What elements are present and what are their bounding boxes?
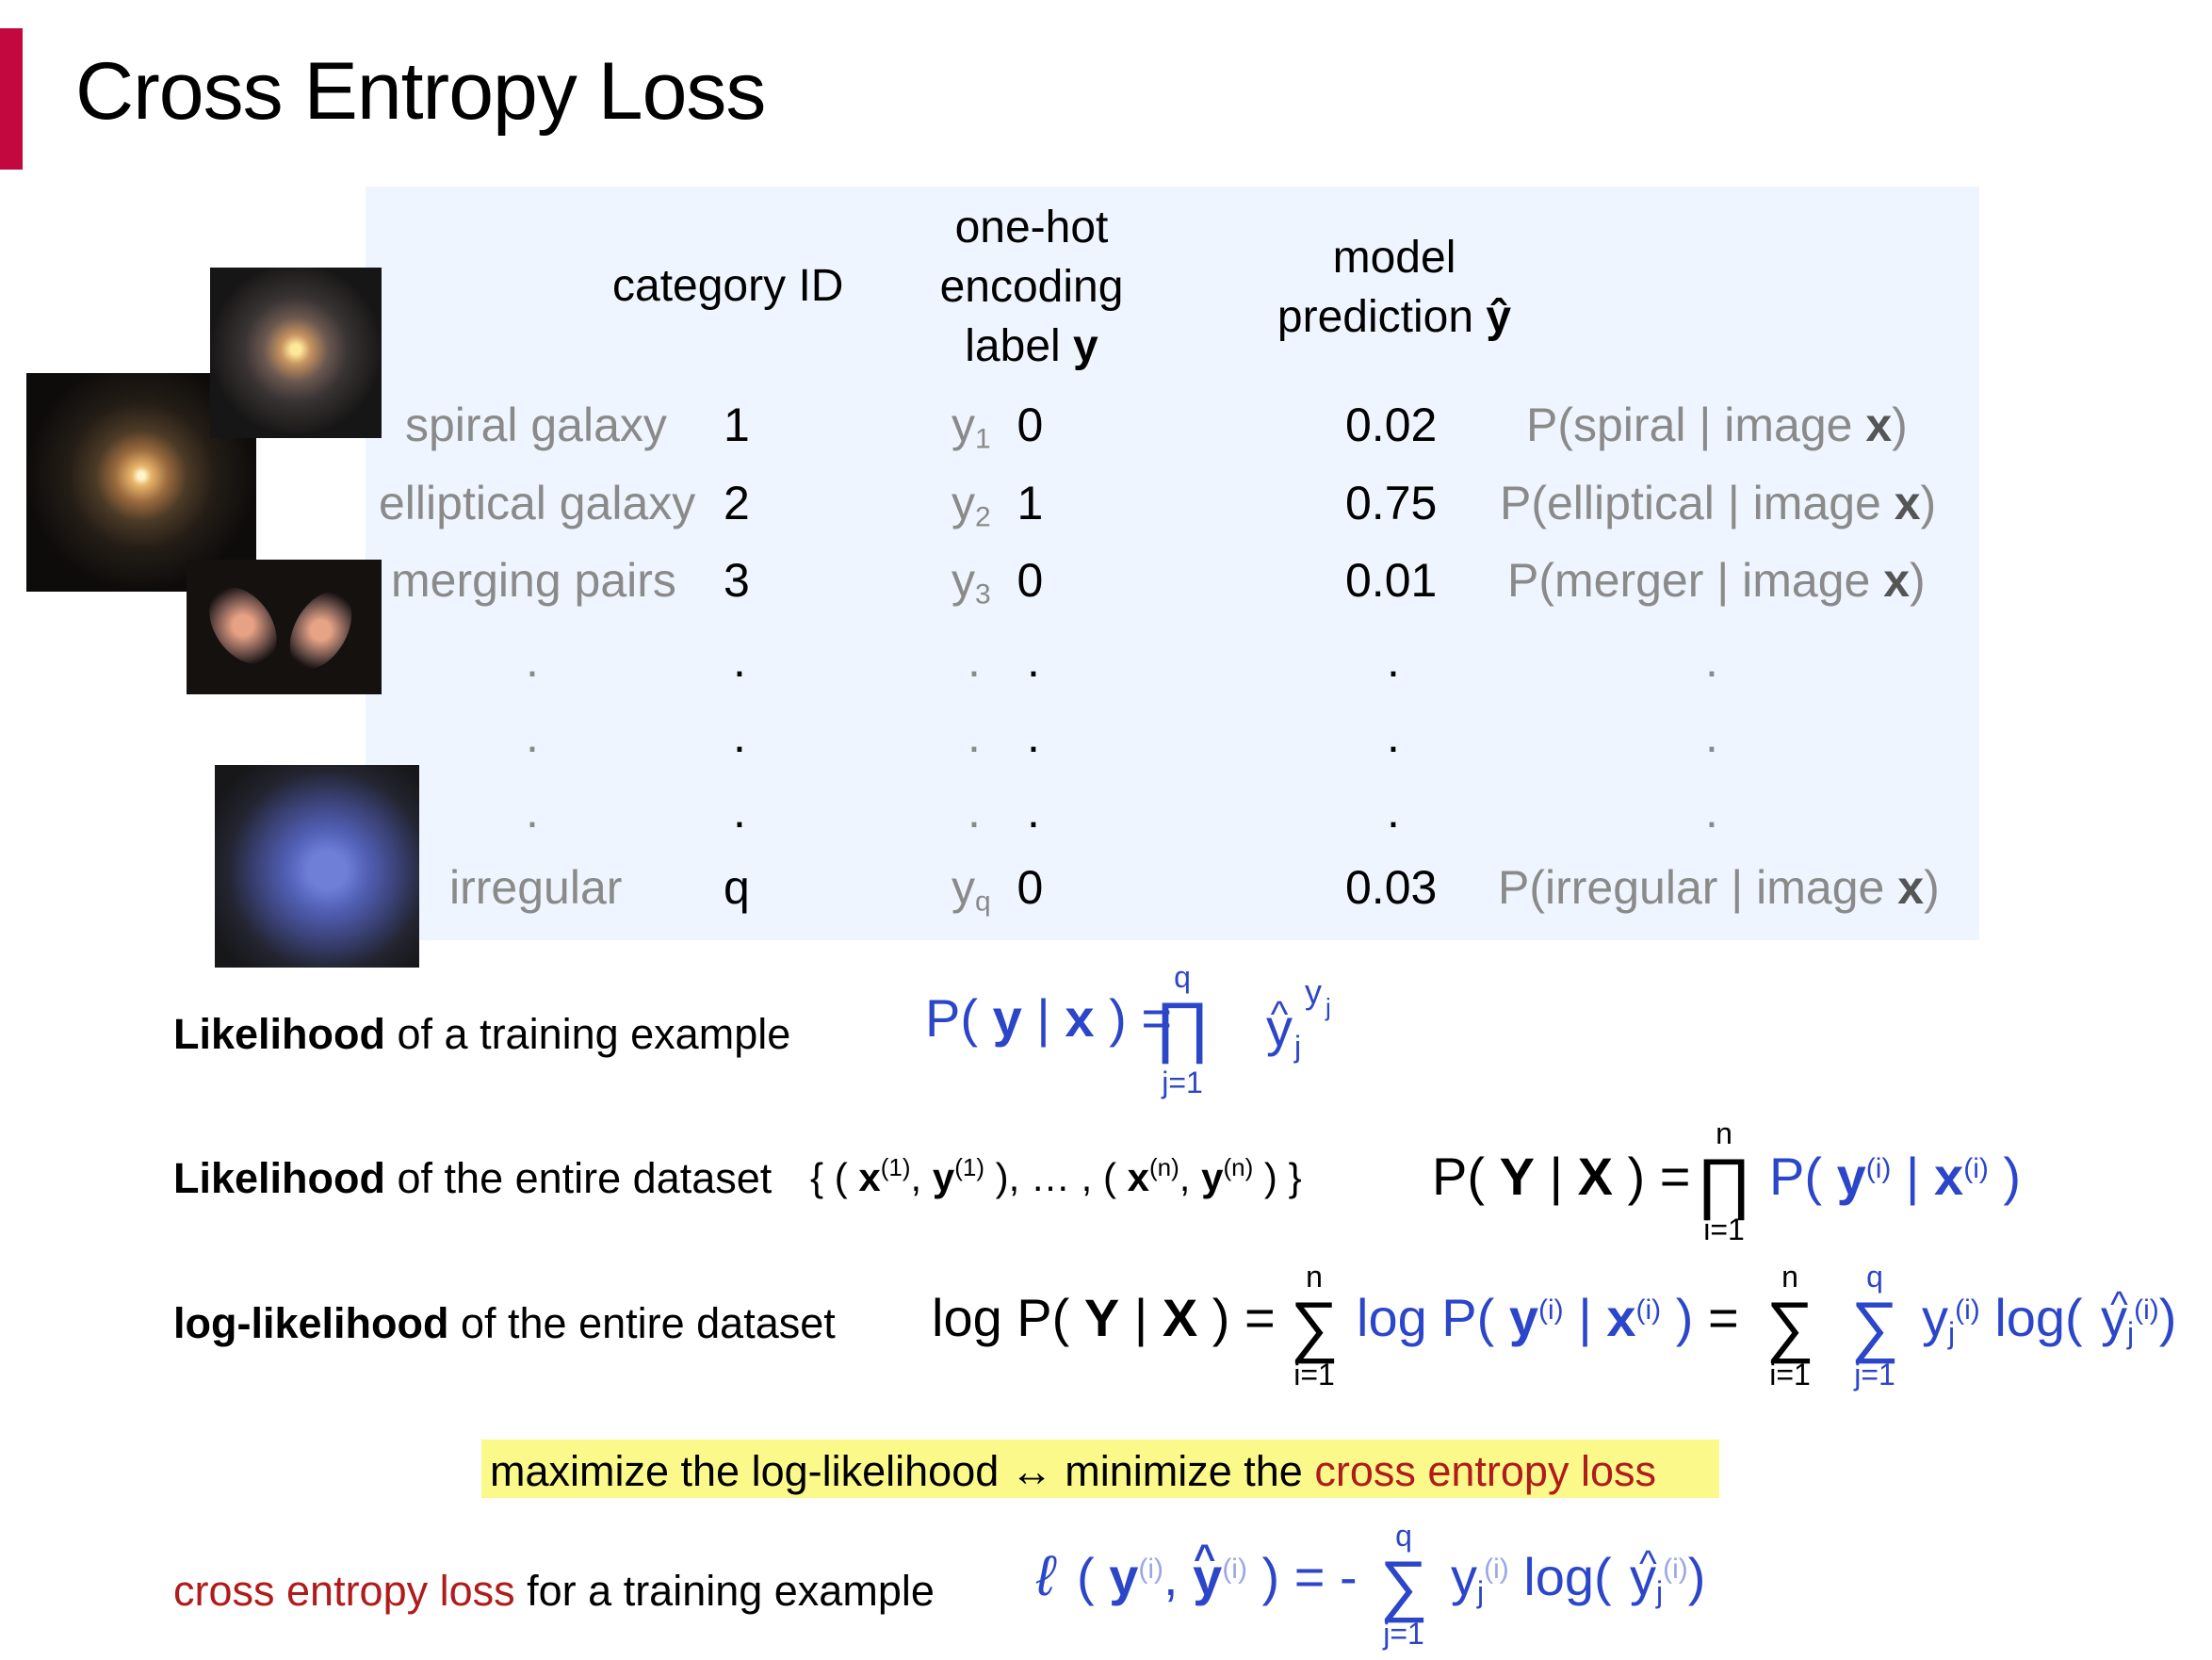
page-title: Cross Entropy Loss [75, 46, 766, 137]
svg-text:y: y [1305, 972, 1322, 1011]
ellipsis-dot: . [968, 634, 981, 687]
svg-text:j: j [1293, 1030, 1301, 1064]
svg-text:ℓ: ℓ [1035, 1544, 1057, 1607]
svg-text:log P( Y | X ) =: log P( Y | X ) = [932, 1288, 1276, 1347]
svg-text:^: ^ [2110, 1284, 2128, 1326]
svg-text:y: y [1266, 998, 1293, 1057]
prediction-value: 0.01 [1345, 554, 1438, 607]
accent-bar [0, 28, 23, 170]
ellipsis-dot: . [1705, 785, 1718, 838]
category-name: irregular [449, 861, 623, 914]
svg-text:yj(i) log(: yj(i) log( [1922, 1288, 2083, 1350]
ellipsis-dot: . [1027, 785, 1040, 838]
ellipsis-dot: . [526, 785, 539, 838]
highlight-box [481, 1440, 1719, 1498]
galaxy-image-irregular [215, 765, 419, 968]
svg-text:j=1: j=1 [1853, 1358, 1895, 1391]
prediction-probability: P(spiral | image x) [1526, 399, 1908, 451]
svg-text:j=1: j=1 [1382, 1617, 1424, 1651]
prediction-probability: P(merger | image x) [1507, 554, 1926, 607]
category-name: merging pairs [391, 554, 676, 607]
formula-likelihood-dataset: { ( x(1), y(1) ), … , ( x(n), y(n) ) } P… [810, 1116, 2021, 1244]
category-name: spiral galaxy [405, 399, 667, 451]
ellipsis-dot: . [1705, 634, 1718, 687]
svg-text:q: q [1866, 1260, 1883, 1294]
category-id: 3 [724, 554, 750, 607]
svg-text:^: ^ [1271, 994, 1289, 1035]
svg-text:i=1: i=1 [1703, 1212, 1745, 1244]
svg-text:=: = [1708, 1288, 1739, 1347]
svg-text:n: n [1716, 1116, 1732, 1150]
svg-text:q: q [1395, 1519, 1412, 1553]
prediction-value: 0.03 [1345, 861, 1438, 914]
svg-text:P( y | x ) =: P( y | x ) = [925, 988, 1172, 1048]
label-likelihood-dataset: Likelihood of the entire dataset [173, 1154, 773, 1202]
label-likelihood-example: Likelihood of a training example [173, 1010, 791, 1058]
svg-text:{ ( x(1), y(1) ), … , ( x(n),: { ( x(1), y(1) ), … , ( x(n), y(n) ) } [810, 1153, 1302, 1199]
svg-text:i=1: i=1 [1769, 1358, 1811, 1391]
formula-likelihood-example: P( y | x ) = q ∏ j=1 ^ y j y j [925, 960, 1331, 1099]
prediction-value: 0.02 [1345, 399, 1438, 451]
svg-text:q: q [1174, 960, 1191, 994]
galaxy-image-spiral [210, 268, 382, 438]
svg-text:^: ^ [1194, 1538, 1215, 1579]
category-id: 2 [724, 477, 750, 529]
onehot-label: y3 0 [951, 554, 1044, 610]
svg-text:yj(i)): yj(i)) [2101, 1288, 2176, 1350]
prediction-value: 0.75 [1345, 477, 1438, 529]
ellipsis-dot: . [1387, 785, 1400, 838]
formula-ce-loss: ℓ ( y(i), y(i) ) = - ^ q ∑ j=1 yj(i) log… [1035, 1519, 1705, 1651]
svg-text:∑: ∑ [1290, 1289, 1338, 1364]
svg-text:yj(i) log(: yj(i) log( [1451, 1547, 1612, 1609]
formula-loglikelihood: log P( Y | X ) = n ∑ i=1 log P( y(i) | x… [932, 1260, 2176, 1391]
ellipsis-dot: . [733, 785, 746, 838]
svg-text:yj(i)): yj(i)) [1630, 1547, 1705, 1609]
onehot-label: yq 0 [951, 861, 1044, 918]
onehot-label: y1 0 [951, 399, 1044, 455]
svg-text:P( Y | X ) =: P( Y | X ) = [1432, 1147, 1690, 1206]
prediction-probability: P(elliptical | image x) [1500, 477, 1937, 529]
onehot-label: y2 1 [951, 477, 1044, 533]
svg-text:j: j [1325, 993, 1331, 1021]
ellipsis-dot: . [968, 785, 981, 838]
svg-text:j=1: j=1 [1161, 1066, 1203, 1099]
label-loglikelihood-dataset: log-likelihood of the entire dataset [173, 1299, 836, 1347]
prediction-probability: P(irregular | image x) [1498, 861, 1940, 914]
header-category-id: category ID [612, 261, 844, 311]
svg-text:∑: ∑ [1379, 1548, 1427, 1623]
ellipsis-dot: . [733, 634, 746, 687]
ellipsis-dot: . [1387, 634, 1400, 687]
svg-text:i=1: i=1 [1293, 1358, 1335, 1391]
ellipsis-dot: . [526, 709, 539, 762]
ellipsis-dot: . [526, 634, 539, 687]
svg-text:∑: ∑ [1850, 1289, 1898, 1364]
label-ce-loss: cross entropy loss for a training exampl… [173, 1567, 935, 1615]
svg-text:log P( y(i) | x(i) ): log P( y(i) | x(i) ) [1357, 1288, 1693, 1347]
svg-text:∑: ∑ [1765, 1289, 1814, 1364]
ellipsis-dot: . [1027, 709, 1040, 762]
header-model-prediction: model prediction ŷ [1277, 233, 1512, 342]
svg-text:n: n [1781, 1260, 1798, 1294]
ellipsis-dot: . [1027, 634, 1040, 687]
svg-text:n: n [1306, 1260, 1323, 1294]
ellipsis-dot: . [968, 709, 981, 762]
ellipsis-dot: . [1705, 709, 1718, 762]
ellipsis-dot: . [733, 709, 746, 762]
highlight-text: maximize the log-likelihood ↔ minimize t… [490, 1447, 1656, 1495]
ellipsis-dot: . [1387, 709, 1400, 762]
svg-text:P( y(i) | x(i) ): P( y(i) | x(i) ) [1769, 1147, 2021, 1206]
galaxy-image-merging [187, 560, 382, 694]
svg-text:∏: ∏ [1696, 1146, 1751, 1221]
svg-text:^: ^ [1639, 1543, 1657, 1585]
category-name: elliptical galaxy [379, 477, 696, 529]
table-panel [366, 187, 1979, 940]
svg-text:( y(i), y(i) ) = -: ( y(i), y(i) ) = - [1077, 1547, 1358, 1606]
category-id: 1 [724, 399, 750, 451]
svg-text:∏: ∏ [1154, 989, 1210, 1065]
header-onehot: one-hot encoding label y [939, 203, 1124, 371]
category-id: q [724, 861, 750, 914]
